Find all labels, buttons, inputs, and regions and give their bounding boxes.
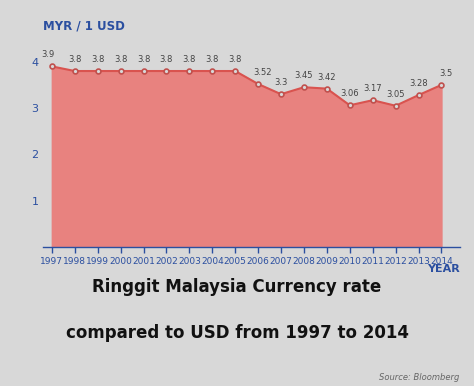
Text: 3.3: 3.3 <box>274 78 288 87</box>
Text: 3.52: 3.52 <box>253 68 272 77</box>
Text: 3.28: 3.28 <box>409 79 428 88</box>
Text: 3.8: 3.8 <box>68 55 82 64</box>
Text: 3.45: 3.45 <box>295 71 313 80</box>
Text: 3.8: 3.8 <box>114 55 128 64</box>
Text: 3.8: 3.8 <box>182 55 196 64</box>
Text: Ringgit Malaysia Currency rate: Ringgit Malaysia Currency rate <box>92 278 382 296</box>
Text: YEAR: YEAR <box>427 264 460 274</box>
Text: 3.5: 3.5 <box>439 69 452 78</box>
Text: 3.8: 3.8 <box>206 55 219 64</box>
Text: 3.42: 3.42 <box>318 73 336 82</box>
Text: 3.8: 3.8 <box>228 55 242 64</box>
Text: Source: Bloomberg: Source: Bloomberg <box>379 373 460 382</box>
Text: 3.05: 3.05 <box>386 90 405 99</box>
Text: 3.06: 3.06 <box>340 89 359 98</box>
Text: 3.17: 3.17 <box>364 84 382 93</box>
Text: 3.9: 3.9 <box>41 51 55 59</box>
Text: compared to USD from 1997 to 2014: compared to USD from 1997 to 2014 <box>65 324 409 342</box>
Text: MYR / 1 USD: MYR / 1 USD <box>43 20 125 33</box>
Text: 3.8: 3.8 <box>91 55 104 64</box>
Text: 3.8: 3.8 <box>160 55 173 64</box>
Text: 3.8: 3.8 <box>137 55 150 64</box>
